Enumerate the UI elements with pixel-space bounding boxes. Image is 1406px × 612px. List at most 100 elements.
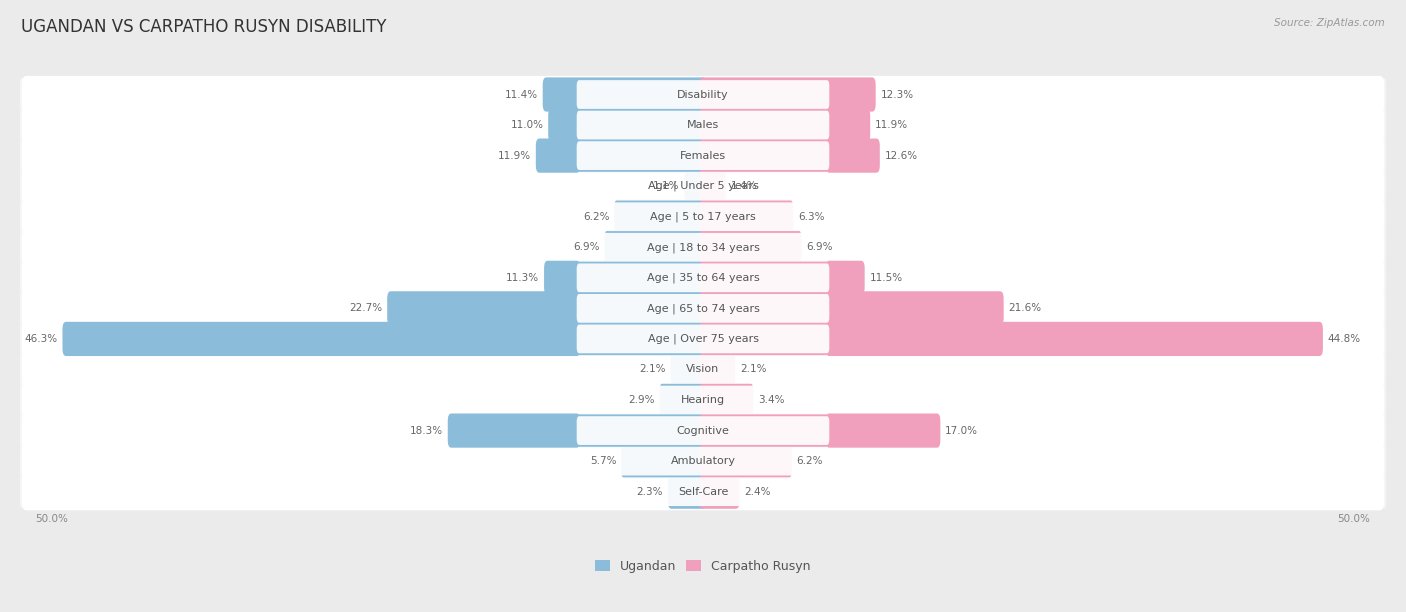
Text: 17.0%: 17.0% bbox=[945, 425, 979, 436]
Text: 6.9%: 6.9% bbox=[574, 242, 600, 252]
FancyBboxPatch shape bbox=[22, 381, 1384, 419]
FancyBboxPatch shape bbox=[447, 414, 706, 448]
Legend: Ugandan, Carpatho Rusyn: Ugandan, Carpatho Rusyn bbox=[591, 555, 815, 578]
FancyBboxPatch shape bbox=[22, 106, 1384, 144]
Text: UGANDAN VS CARPATHO RUSYN DISABILITY: UGANDAN VS CARPATHO RUSYN DISABILITY bbox=[21, 18, 387, 36]
FancyBboxPatch shape bbox=[22, 473, 1384, 510]
FancyBboxPatch shape bbox=[700, 138, 880, 173]
Text: Age | 35 to 64 years: Age | 35 to 64 years bbox=[647, 272, 759, 283]
Text: 3.4%: 3.4% bbox=[758, 395, 785, 405]
FancyBboxPatch shape bbox=[20, 170, 1386, 203]
FancyBboxPatch shape bbox=[20, 414, 1386, 447]
Text: Source: ZipAtlas.com: Source: ZipAtlas.com bbox=[1274, 18, 1385, 28]
FancyBboxPatch shape bbox=[20, 139, 1386, 172]
Text: 46.3%: 46.3% bbox=[24, 334, 58, 344]
FancyBboxPatch shape bbox=[659, 383, 706, 417]
FancyBboxPatch shape bbox=[700, 322, 1323, 356]
FancyBboxPatch shape bbox=[668, 474, 706, 509]
FancyBboxPatch shape bbox=[700, 169, 725, 203]
Text: 2.4%: 2.4% bbox=[744, 487, 770, 497]
Text: 11.3%: 11.3% bbox=[506, 273, 540, 283]
Text: 12.3%: 12.3% bbox=[880, 89, 914, 100]
Text: Females: Females bbox=[681, 151, 725, 160]
FancyBboxPatch shape bbox=[22, 320, 1384, 357]
FancyBboxPatch shape bbox=[614, 200, 706, 234]
FancyBboxPatch shape bbox=[576, 172, 830, 201]
FancyBboxPatch shape bbox=[20, 353, 1386, 386]
FancyBboxPatch shape bbox=[20, 231, 1386, 264]
FancyBboxPatch shape bbox=[576, 294, 830, 323]
FancyBboxPatch shape bbox=[20, 475, 1386, 508]
FancyBboxPatch shape bbox=[20, 261, 1386, 294]
FancyBboxPatch shape bbox=[576, 386, 830, 414]
Text: 11.4%: 11.4% bbox=[505, 89, 538, 100]
Text: 22.7%: 22.7% bbox=[349, 304, 382, 313]
FancyBboxPatch shape bbox=[20, 384, 1386, 417]
FancyBboxPatch shape bbox=[22, 259, 1384, 296]
Text: 50.0%: 50.0% bbox=[1337, 514, 1371, 524]
FancyBboxPatch shape bbox=[22, 412, 1384, 449]
FancyBboxPatch shape bbox=[576, 416, 830, 445]
FancyBboxPatch shape bbox=[685, 169, 706, 203]
Text: 6.2%: 6.2% bbox=[583, 212, 609, 222]
Text: Age | 18 to 34 years: Age | 18 to 34 years bbox=[647, 242, 759, 253]
FancyBboxPatch shape bbox=[543, 77, 706, 111]
FancyBboxPatch shape bbox=[605, 230, 706, 264]
Text: 21.6%: 21.6% bbox=[1008, 304, 1042, 313]
FancyBboxPatch shape bbox=[700, 230, 801, 264]
FancyBboxPatch shape bbox=[700, 200, 793, 234]
FancyBboxPatch shape bbox=[62, 322, 706, 356]
FancyBboxPatch shape bbox=[576, 233, 830, 261]
FancyBboxPatch shape bbox=[671, 353, 706, 387]
Text: Age | 65 to 74 years: Age | 65 to 74 years bbox=[647, 303, 759, 313]
FancyBboxPatch shape bbox=[22, 442, 1384, 480]
FancyBboxPatch shape bbox=[621, 444, 706, 478]
Text: 44.8%: 44.8% bbox=[1327, 334, 1361, 344]
FancyBboxPatch shape bbox=[700, 474, 740, 509]
FancyBboxPatch shape bbox=[20, 108, 1386, 141]
Text: 6.9%: 6.9% bbox=[806, 242, 832, 252]
FancyBboxPatch shape bbox=[576, 111, 830, 140]
Text: 11.0%: 11.0% bbox=[510, 120, 543, 130]
FancyBboxPatch shape bbox=[576, 447, 830, 476]
Text: Males: Males bbox=[688, 120, 718, 130]
FancyBboxPatch shape bbox=[700, 291, 1004, 326]
Text: 11.5%: 11.5% bbox=[869, 273, 903, 283]
FancyBboxPatch shape bbox=[387, 291, 706, 326]
Text: 18.3%: 18.3% bbox=[409, 425, 443, 436]
FancyBboxPatch shape bbox=[544, 261, 706, 295]
FancyBboxPatch shape bbox=[536, 138, 706, 173]
Text: Age | Over 75 years: Age | Over 75 years bbox=[648, 334, 758, 344]
FancyBboxPatch shape bbox=[700, 444, 792, 478]
FancyBboxPatch shape bbox=[22, 198, 1384, 236]
FancyBboxPatch shape bbox=[700, 414, 941, 448]
Text: Disability: Disability bbox=[678, 89, 728, 100]
FancyBboxPatch shape bbox=[576, 355, 830, 384]
Text: Vision: Vision bbox=[686, 365, 720, 375]
Text: 11.9%: 11.9% bbox=[875, 120, 908, 130]
Text: Age | 5 to 17 years: Age | 5 to 17 years bbox=[650, 212, 756, 222]
FancyBboxPatch shape bbox=[22, 168, 1384, 205]
Text: 6.3%: 6.3% bbox=[799, 212, 824, 222]
FancyBboxPatch shape bbox=[700, 353, 735, 387]
FancyBboxPatch shape bbox=[576, 141, 830, 170]
Text: 2.1%: 2.1% bbox=[740, 365, 766, 375]
FancyBboxPatch shape bbox=[576, 324, 830, 353]
Text: 6.2%: 6.2% bbox=[797, 456, 823, 466]
Text: 50.0%: 50.0% bbox=[35, 514, 69, 524]
Text: Self-Care: Self-Care bbox=[678, 487, 728, 497]
FancyBboxPatch shape bbox=[22, 229, 1384, 266]
Text: 1.1%: 1.1% bbox=[654, 181, 679, 191]
Text: 2.1%: 2.1% bbox=[640, 365, 666, 375]
FancyBboxPatch shape bbox=[700, 261, 865, 295]
Text: 2.9%: 2.9% bbox=[628, 395, 655, 405]
Text: 5.7%: 5.7% bbox=[589, 456, 616, 466]
Text: Cognitive: Cognitive bbox=[676, 425, 730, 436]
Text: 2.3%: 2.3% bbox=[637, 487, 664, 497]
FancyBboxPatch shape bbox=[20, 323, 1386, 356]
FancyBboxPatch shape bbox=[576, 263, 830, 292]
Text: 11.9%: 11.9% bbox=[498, 151, 531, 160]
Text: 12.6%: 12.6% bbox=[884, 151, 918, 160]
FancyBboxPatch shape bbox=[700, 383, 754, 417]
FancyBboxPatch shape bbox=[700, 77, 876, 111]
